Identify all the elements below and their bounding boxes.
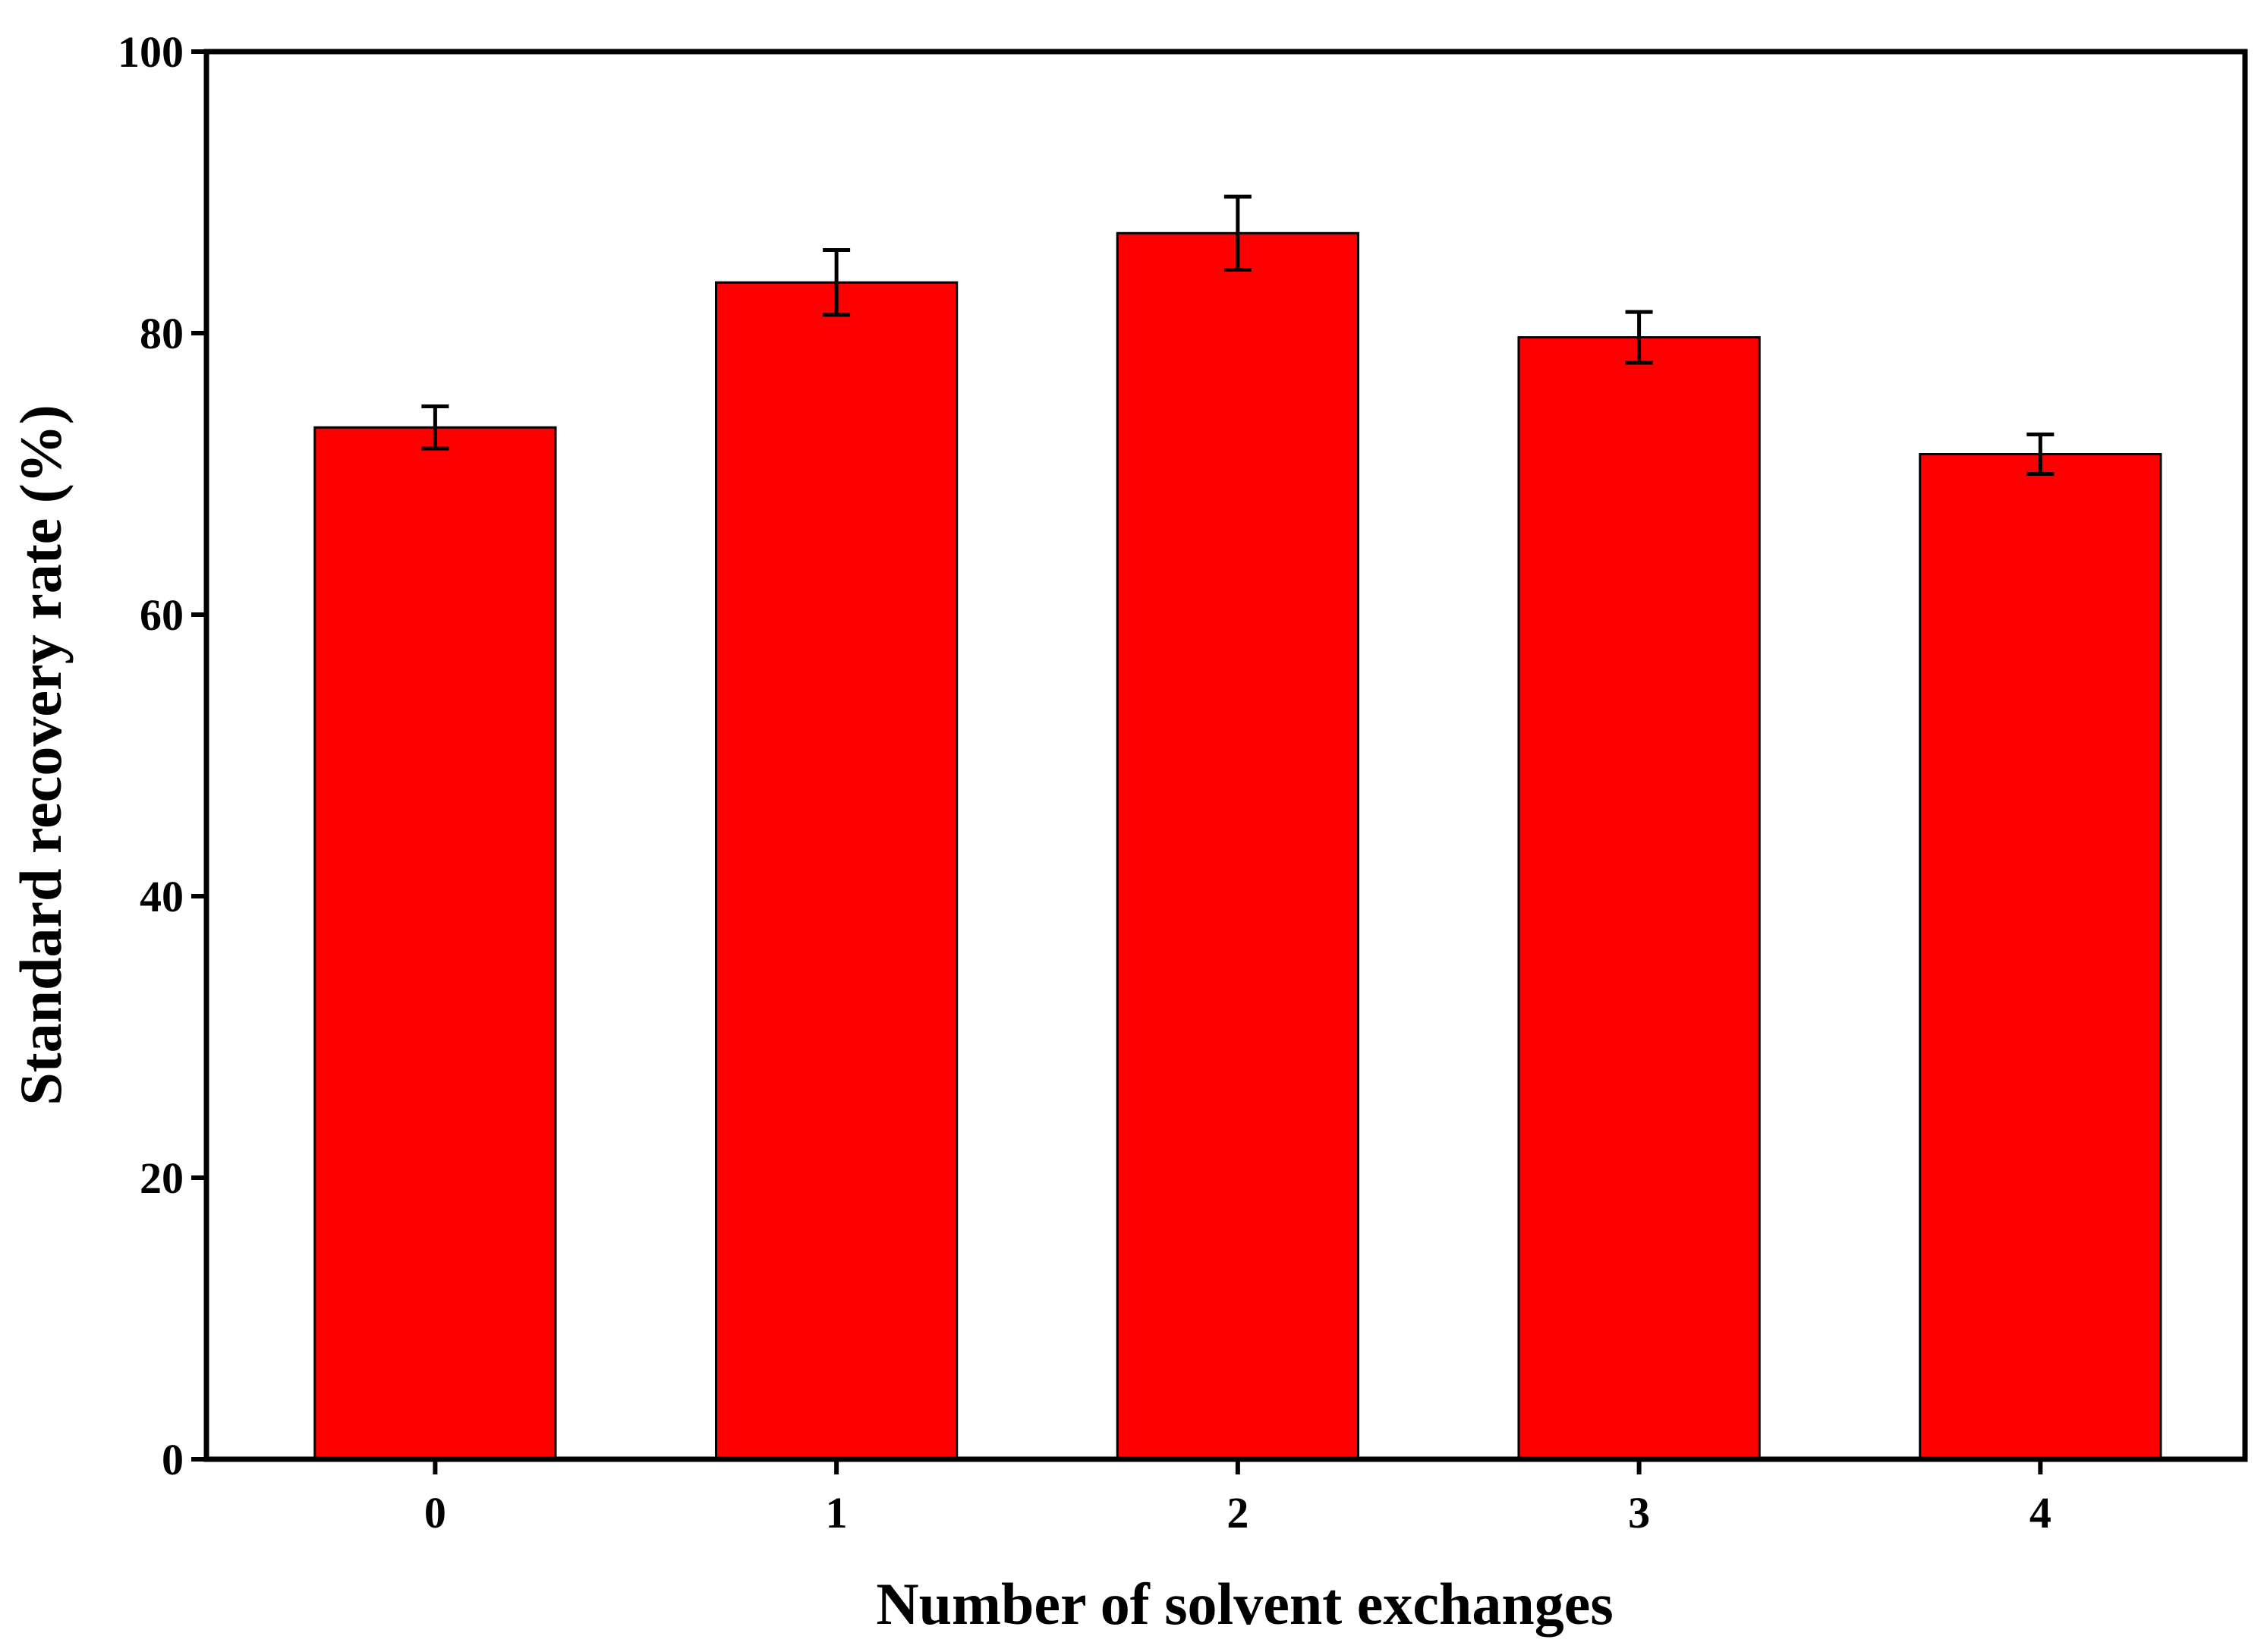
bar [1517,336,1761,1461]
x-tick-label: 2 [1226,1488,1249,1537]
y-axis-title: Standard recovery rate (%) [8,404,74,1105]
y-tick-label: 60 [140,590,184,640]
x-tick-label: 3 [1628,1488,1650,1537]
x-tick-label: 0 [424,1488,446,1537]
plot-frame [203,49,2248,1462]
y-tick-label: 20 [140,1153,184,1203]
bar [313,426,557,1461]
bar [1919,453,2162,1461]
x-tick-label: 1 [826,1488,848,1537]
error-bar [2026,433,2055,476]
y-tick-label: 80 [140,309,184,358]
y-tick-label: 100 [118,27,184,77]
x-axis-title: Number of solvent exchanges [876,1571,1613,1637]
error-bar [1625,310,1653,365]
error-bar [421,404,449,451]
error-bar [823,248,851,317]
x-tick-label: 4 [2029,1488,2051,1537]
y-tick-label: 40 [140,872,184,921]
bar [1116,231,1359,1461]
bar [715,281,959,1461]
y-tick-label: 0 [162,1435,184,1484]
error-bar [1223,194,1252,272]
